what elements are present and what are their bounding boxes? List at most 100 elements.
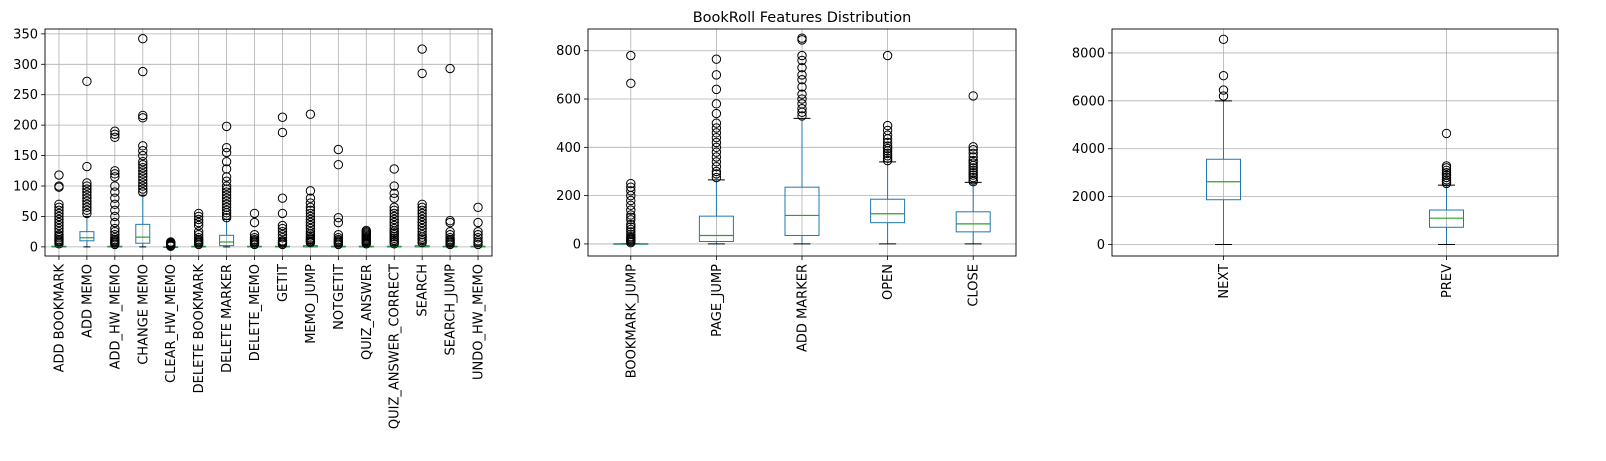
outlier-point xyxy=(389,205,399,216)
outlier-point xyxy=(82,181,92,191)
outlier-point xyxy=(711,142,722,153)
x-tick-label: CLOSE xyxy=(967,264,982,307)
outlier-point xyxy=(711,157,722,167)
outlier-point xyxy=(882,141,893,151)
outlier-point xyxy=(711,70,722,80)
outlier-point xyxy=(138,66,148,77)
outlier-point xyxy=(389,223,399,234)
box-iqr xyxy=(1206,158,1241,201)
outlier-point xyxy=(305,109,316,119)
outlier-point xyxy=(110,229,120,240)
outlier-point xyxy=(249,208,260,219)
boxplot-add-bookmark xyxy=(51,170,67,249)
outlier-point xyxy=(110,166,120,176)
outlier-point xyxy=(389,220,399,231)
outlier-point xyxy=(797,62,807,73)
y-tick-label: 200 xyxy=(556,189,581,204)
outlier-point xyxy=(711,147,722,157)
outlier-point xyxy=(277,223,288,234)
outlier-point xyxy=(626,231,636,242)
outlier-point xyxy=(968,142,978,152)
outlier-point xyxy=(82,187,92,197)
outlier-point xyxy=(626,182,636,192)
outlier-point xyxy=(389,211,399,222)
axes-frame xyxy=(44,28,493,257)
outlier-point xyxy=(110,223,120,234)
boxplot-add-hw-memo xyxy=(107,126,123,250)
outlier-point xyxy=(1441,165,1452,175)
outlier-point xyxy=(882,130,893,140)
subplot-3: 0 2000 4000 6000 8000 NEXT PREV xyxy=(1072,28,1559,299)
outlier-point xyxy=(138,187,148,197)
outlier-point xyxy=(221,142,232,153)
boxplot-clear-hw-memo xyxy=(163,237,179,251)
boxplot-add-memo xyxy=(79,76,95,248)
outlier-point xyxy=(711,123,722,133)
outlier-point xyxy=(626,186,636,196)
outlier-point xyxy=(626,200,636,210)
outlier-point xyxy=(110,211,120,222)
x-tick-label: GETIT xyxy=(276,264,291,302)
outlier-point xyxy=(1218,34,1229,44)
box-iqr xyxy=(955,211,991,233)
outlier-point xyxy=(305,217,316,228)
outlier-point xyxy=(626,219,636,230)
x-tick-label: DELETE_MEMO xyxy=(248,264,263,361)
outlier-point xyxy=(417,220,427,231)
axes-frame xyxy=(1111,28,1559,257)
y-tick-label: 50 xyxy=(21,210,38,225)
outlier-point xyxy=(249,229,260,240)
outlier-point xyxy=(445,63,455,74)
outlier-point xyxy=(221,205,232,216)
x-tick-label: NOTGETIT xyxy=(332,264,347,330)
outlier-point xyxy=(797,50,807,61)
outlier-point xyxy=(333,144,344,155)
x-tick-label: PREV xyxy=(1440,264,1455,298)
outlier-point xyxy=(968,170,978,180)
outlier-point xyxy=(333,212,344,223)
outlier-point xyxy=(110,129,120,139)
outlier-point xyxy=(968,158,978,168)
outlier-point xyxy=(277,236,288,246)
y-tick-label: 400 xyxy=(556,141,581,156)
outlier-point xyxy=(138,163,148,173)
outlier-point xyxy=(54,205,64,216)
outlier-point xyxy=(389,181,399,191)
outlier-point xyxy=(138,172,148,182)
y-tick-label: 600 xyxy=(556,93,581,108)
outlier-point xyxy=(417,208,427,219)
figure-title: BookRoll Features Distribution xyxy=(693,10,912,26)
boxplot-delete-marker xyxy=(219,121,235,248)
outlier-point xyxy=(389,217,399,228)
outlier-point xyxy=(797,89,807,99)
outlier-point xyxy=(221,190,232,200)
outlier-point xyxy=(221,193,232,203)
outlier-point xyxy=(797,111,807,121)
box-iqr xyxy=(135,223,151,244)
outlier-point xyxy=(82,208,92,219)
outlier-point xyxy=(626,229,636,239)
outlier-point xyxy=(968,175,978,185)
outlier-point xyxy=(193,217,204,228)
outlier-point xyxy=(626,215,636,225)
outlier-point xyxy=(882,125,893,136)
outlier-point xyxy=(221,212,232,223)
outlier-point xyxy=(277,220,288,231)
outlier-point xyxy=(473,226,483,237)
boxplot-open xyxy=(870,50,906,245)
outlier-point xyxy=(333,233,344,243)
outlier-point xyxy=(626,210,636,220)
outlier-point xyxy=(711,99,722,109)
outlier-point xyxy=(417,202,427,213)
outlier-point xyxy=(110,126,120,136)
x-tick-label: ADD_HW_MEMO xyxy=(108,264,123,369)
outlier-point xyxy=(1218,85,1229,95)
x-tick-label: ADD BOOKMARK xyxy=(52,264,67,373)
outlier-point xyxy=(305,226,316,237)
outlier-point xyxy=(626,50,636,61)
outlier-point xyxy=(166,237,176,247)
outlier-point xyxy=(797,82,807,92)
outlier-point xyxy=(333,217,344,228)
